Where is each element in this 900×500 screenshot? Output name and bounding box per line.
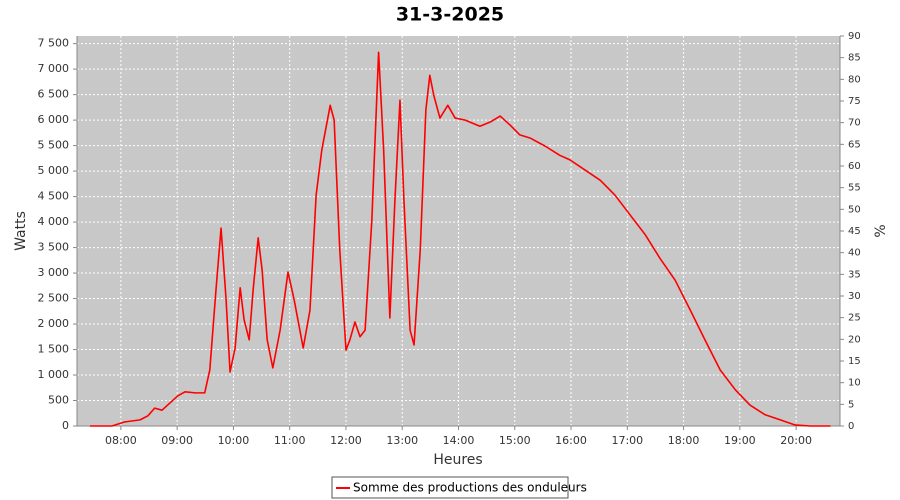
x-tick-label: 16:00 xyxy=(555,434,587,447)
x-tick-label: 17:00 xyxy=(611,434,643,447)
y2-axis-label: % xyxy=(873,224,889,237)
y2-tick-label: 70 xyxy=(848,118,861,129)
y2-tick-label: 10 xyxy=(848,378,861,389)
y-tick-label: 5 500 xyxy=(38,139,70,152)
y-axis-label: Watts xyxy=(13,211,29,251)
y-tick-label: 500 xyxy=(48,394,69,407)
y-tick-label: 6 000 xyxy=(38,113,70,126)
y-tick-label: 7 500 xyxy=(38,37,70,50)
x-tick-label: 20:00 xyxy=(780,434,812,447)
y-tick-label: 3 500 xyxy=(38,241,70,254)
y2-tick-label: 45 xyxy=(848,226,861,237)
y-tick-label: 0 xyxy=(62,419,69,432)
y2-tick-label: 65 xyxy=(848,139,861,150)
x-tick-label: 15:00 xyxy=(499,434,531,447)
y2-tick-label: 25 xyxy=(848,313,861,324)
x-tick-label: 10:00 xyxy=(218,434,250,447)
x-axis-label: Heures xyxy=(433,452,482,468)
chart-title: 31-3-2025 xyxy=(396,4,504,26)
legend xyxy=(331,476,569,499)
y2-tick-label: 80 xyxy=(848,74,861,85)
y-tick-label: 2 500 xyxy=(38,292,70,305)
x-tick-label: 14:00 xyxy=(443,434,475,447)
x-tick-label: 18:00 xyxy=(668,434,700,447)
y2-tick-label: 85 xyxy=(848,53,861,64)
y2-tick-label: 0 xyxy=(848,421,854,432)
y2-tick-label: 30 xyxy=(848,291,861,302)
x-tick-label: 09:00 xyxy=(161,434,193,447)
legend-label: Somme des productions des onduleurs xyxy=(353,481,587,495)
y2-tick-label: 5 xyxy=(848,399,854,410)
x-tick-label: 13:00 xyxy=(386,434,418,447)
y2-tick-label: 50 xyxy=(848,204,861,215)
line-series xyxy=(89,51,831,427)
y-tick-label: 4 000 xyxy=(38,215,70,228)
y-tick-label: 7 000 xyxy=(38,62,70,75)
y2-tick-label: 75 xyxy=(848,96,861,107)
y2-tick-label: 90 xyxy=(848,31,861,42)
y2-tick-label: 60 xyxy=(848,161,861,172)
y-tick-label: 6 500 xyxy=(38,88,70,101)
y-tick-label: 1 000 xyxy=(38,368,70,381)
y2-tick-label: 35 xyxy=(848,269,861,280)
x-tick-label: 11:00 xyxy=(274,434,306,447)
y-tick-label: 3 000 xyxy=(38,266,70,279)
y2-tick-label: 15 xyxy=(848,356,861,367)
x-tick-label: 19:00 xyxy=(724,434,756,447)
x-tick-label: 08:00 xyxy=(105,434,137,447)
x-tick-label: 12:00 xyxy=(330,434,362,447)
y2-tick-label: 40 xyxy=(848,248,861,259)
y2-tick-label: 55 xyxy=(848,183,861,194)
y-tick-label: 5 000 xyxy=(38,164,70,177)
y-tick-label: 2 000 xyxy=(38,317,70,330)
y-tick-label: 1 500 xyxy=(38,343,70,356)
y2-tick-label: 20 xyxy=(848,334,861,345)
y-tick-label: 4 500 xyxy=(38,190,70,203)
